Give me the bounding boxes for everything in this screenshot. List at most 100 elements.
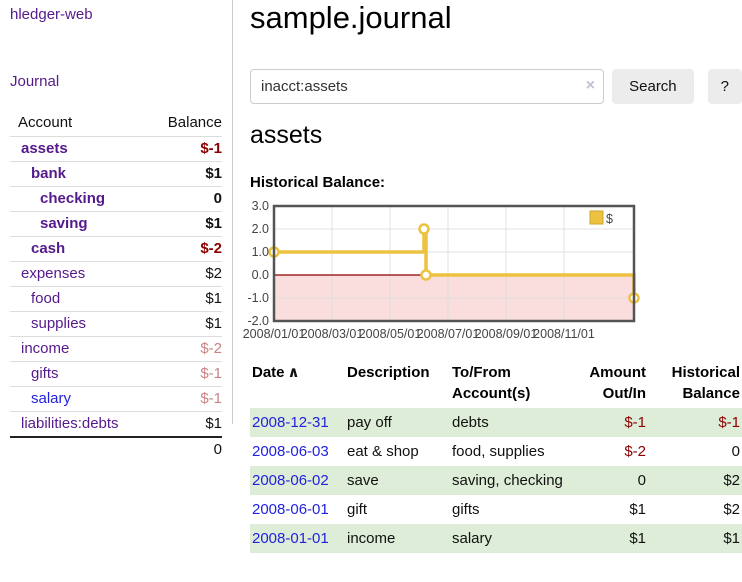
main-content: sample.journal × Search ? assets Histori… — [243, 0, 742, 582]
account-link-expenses[interactable]: expenses — [21, 265, 86, 282]
table-row: 2008-06-03 eat & shop food, supplies $-2… — [250, 437, 742, 466]
account-balance: $1 — [151, 411, 222, 437]
balance-cell: $1 — [723, 530, 740, 547]
page-title: sample.journal — [250, 0, 452, 35]
description-cell: pay off — [347, 414, 392, 431]
y-axis-tick: 1.0 — [252, 245, 269, 259]
table-row: 2008-01-01 income salary $1 $1 — [250, 524, 742, 553]
sidebar-item-journal[interactable]: Journal — [10, 73, 60, 90]
historical-balance-chart: $ 3.0 2.0 1.0 0.0 -1.0 -2.0 2008/01/01 2… — [243, 197, 740, 347]
x-axis-tick: 2008/03/01 — [301, 327, 364, 341]
account-link-supplies[interactable]: supplies — [31, 315, 87, 332]
total-row: 0 — [10, 436, 222, 462]
x-axis-tick: 2008/07/01 — [417, 327, 480, 341]
x-axis-tick: 2008/09/01 — [475, 327, 538, 341]
legend-swatch — [589, 210, 604, 225]
account-column-header: Account — [18, 114, 73, 131]
table-row: income $-2 — [10, 336, 222, 362]
table-row: expenses $2 — [10, 261, 222, 287]
date-column-header[interactable]: Date ∧ — [252, 364, 300, 381]
table-row: bank $1 — [10, 161, 222, 187]
accounts-cell: food, supplies — [452, 443, 545, 460]
account-link-saving[interactable]: saving — [40, 215, 88, 232]
amount-cell: 0 — [637, 472, 646, 489]
account-link-income[interactable]: income — [21, 340, 70, 357]
table-row: checking 0 — [10, 186, 222, 212]
account-link-cash[interactable]: cash — [31, 240, 66, 257]
y-axis-tick: -1.0 — [247, 291, 269, 305]
accounts-table: Account Balance assets $-1 bank $1 check… — [10, 111, 222, 462]
clear-search-icon[interactable]: × — [585, 77, 596, 94]
search-input[interactable] — [250, 69, 605, 104]
table-row: 2008-12-31 pay off debts $-1 $-1 — [250, 408, 742, 437]
balance-column-header: Historical Balance — [671, 364, 740, 402]
amount-column-header: Amount Out/In — [589, 364, 646, 402]
account-link-assets[interactable]: assets — [21, 140, 68, 157]
x-axis-tick: 2008/05/01 — [359, 327, 422, 341]
table-row: cash $-2 — [10, 236, 222, 262]
search-button[interactable]: Search — [612, 69, 694, 104]
help-button[interactable]: ? — [707, 69, 742, 104]
amount-cell: $1 — [629, 530, 646, 547]
table-row: liabilities:debts $1 — [10, 411, 222, 437]
brand-link[interactable]: hledger-web — [10, 6, 93, 23]
account-link-checking[interactable]: checking — [40, 190, 106, 207]
x-axis-ticks: 2008/01/01 2008/03/01 2008/05/01 2008/07… — [243, 327, 595, 341]
balance-cell: $2 — [723, 501, 740, 518]
y-axis-tick: -2.0 — [247, 314, 269, 328]
account-balance: $2 — [151, 261, 222, 287]
y-axis-ticks: 3.0 2.0 1.0 0.0 -1.0 -2.0 — [247, 199, 269, 328]
description-cell: gift — [347, 501, 368, 518]
brand: hledger-web — [10, 6, 232, 23]
total-balance: 0 — [151, 436, 222, 462]
date-link[interactable]: 2008-01-01 — [252, 530, 329, 547]
balance-cell: $-1 — [718, 414, 740, 431]
account-link-food[interactable]: food — [31, 290, 61, 307]
description-cell: income — [347, 530, 396, 547]
amount-cell: $1 — [629, 501, 646, 518]
table-row: 2008-06-01 gift gifts $1 $2 — [250, 495, 742, 524]
account-balance: $1 — [151, 286, 222, 312]
description-cell: eat & shop — [347, 443, 419, 460]
historical-balance-label: Historical Balance: — [250, 174, 386, 191]
account-balance: $-1 — [151, 136, 222, 162]
account-balance: $1 — [151, 211, 222, 237]
legend-label: $ — [606, 212, 613, 226]
x-axis-tick: 2008/11/01 — [533, 327, 595, 341]
sort-asc-icon: ∧ — [287, 364, 300, 381]
accounts-cell: salary — [452, 530, 493, 547]
y-axis-tick: 3.0 — [252, 199, 269, 213]
x-axis-tick: 2008/01/01 — [243, 327, 305, 341]
table-row: saving $1 — [10, 211, 222, 237]
account-link-gifts[interactable]: gifts — [31, 365, 59, 382]
sidebar-divider — [232, 0, 233, 424]
y-axis-tick: 0.0 — [252, 268, 269, 282]
date-link[interactable]: 2008-06-03 — [252, 443, 329, 460]
table-row: gifts $-1 — [10, 361, 222, 387]
description-column-header: Description — [347, 364, 430, 381]
table-row: salary $-1 — [10, 386, 222, 412]
account-balance: $-2 — [151, 236, 222, 262]
account-balance: $1 — [151, 311, 222, 337]
balance-cell: 0 — [731, 443, 740, 460]
account-balance: $-1 — [151, 386, 222, 412]
account-link-liabilities-debts[interactable]: liabilities:debts — [21, 415, 119, 432]
account-balance: 0 — [151, 186, 222, 212]
table-row: supplies $1 — [10, 311, 222, 337]
table-row: assets $-1 — [10, 136, 222, 162]
balance-cell: $2 — [723, 472, 740, 489]
amount-cell: $-1 — [624, 414, 646, 431]
account-heading: assets — [250, 121, 323, 149]
account-link-bank[interactable]: bank — [31, 165, 67, 182]
date-link[interactable]: 2008-06-02 — [252, 472, 329, 489]
account-link-salary[interactable]: salary — [31, 390, 72, 407]
date-link[interactable]: 2008-12-31 — [252, 414, 329, 431]
amount-cell: $-2 — [624, 443, 646, 460]
search-form: × Search ? — [250, 69, 742, 104]
date-link[interactable]: 2008-06-01 — [252, 501, 329, 518]
accounts-cell: saving, checking — [452, 472, 563, 489]
accounts-cell: debts — [452, 414, 489, 431]
description-cell: save — [347, 472, 379, 489]
account-balance: $-1 — [151, 361, 222, 387]
chart-canvas: $ 3.0 2.0 1.0 0.0 -1.0 -2.0 2008/01/01 2… — [243, 199, 640, 341]
